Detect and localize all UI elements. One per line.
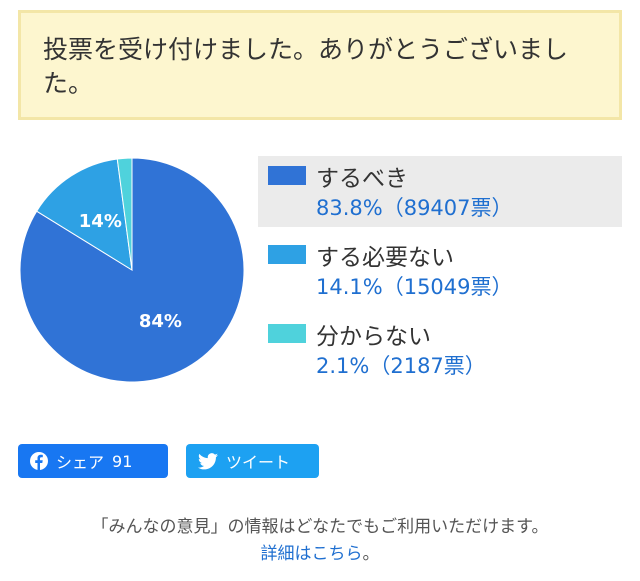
facebook-icon	[30, 452, 48, 470]
details-link[interactable]: 詳細はこちら	[260, 544, 363, 564]
legend-swatch	[268, 245, 306, 264]
facebook-share-count: 91	[112, 451, 133, 471]
legend-value: 14.1%（15049票）	[316, 275, 513, 299]
legend-label: 分からない	[316, 324, 431, 350]
legend-item-not-needed[interactable]: する必要ない 14.1%（15049票）	[258, 235, 622, 306]
tweet-label: ツイート	[226, 453, 291, 472]
footer-text: 「みんなの意見」の情報はどなたでもご利用いただけます。	[91, 517, 549, 537]
legend-item-should[interactable]: するべき 83.8%（89407票）	[258, 156, 622, 227]
pie-slice	[116, 157, 133, 271]
vote-confirmation-notice: 投票を受け付けました。ありがとうございました。	[18, 10, 622, 120]
legend-label: するべき	[316, 166, 408, 192]
footer-link-line: 詳細はこちら。	[0, 541, 640, 568]
legend-swatch	[268, 324, 306, 343]
legend-value: 83.8%（89407票）	[316, 196, 513, 220]
pie-slice-label: 14%	[79, 211, 122, 232]
legend-value: 2.1%（2187票）	[316, 354, 486, 378]
legend-item-unknown[interactable]: 分からない 2.1%（2187票）	[258, 314, 622, 385]
footer-note: 「みんなの意見」の情報はどなたでもご利用いただけます。 詳細はこちら。	[0, 514, 640, 568]
pie-slice	[36, 158, 133, 271]
vote-pie-chart: 84% 14%	[19, 157, 245, 383]
footer-link-suffix: 。	[362, 544, 380, 564]
twitter-icon	[198, 452, 218, 470]
legend-label: する必要ない	[316, 245, 454, 271]
pie-slice-label: 84%	[139, 311, 182, 332]
facebook-share-label: シェア	[56, 453, 105, 472]
chart-legend: するべき 83.8%（89407票） する必要ない 14.1%（15049票） …	[258, 156, 622, 393]
notice-text: 投票を受け付けました。ありがとうございました。	[43, 35, 569, 98]
legend-swatch	[268, 166, 306, 185]
tweet-button[interactable]: ツイート	[186, 444, 319, 478]
facebook-share-button[interactable]: シェア 91	[18, 444, 168, 478]
